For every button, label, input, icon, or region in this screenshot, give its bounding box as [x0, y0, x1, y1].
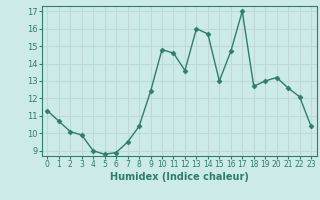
X-axis label: Humidex (Indice chaleur): Humidex (Indice chaleur) [110, 172, 249, 182]
